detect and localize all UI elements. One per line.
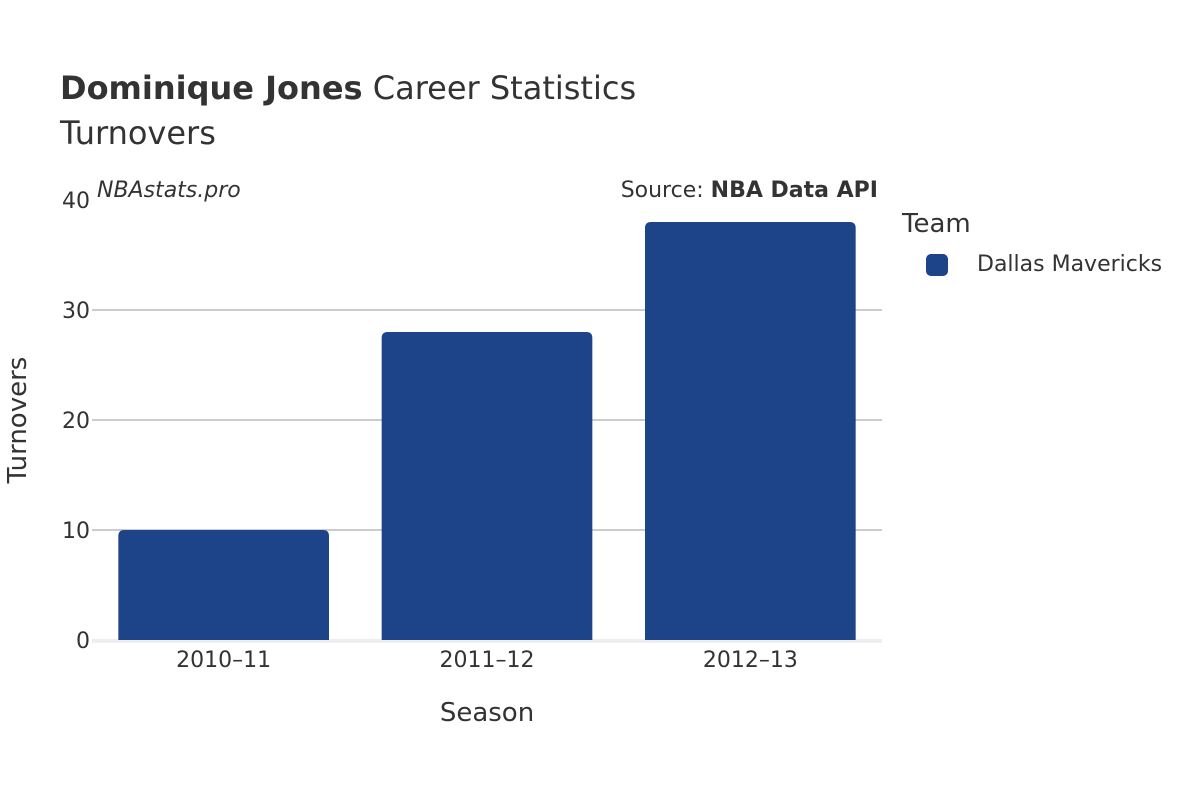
source-name: NBA Data API <box>710 178 878 203</box>
bar <box>645 222 856 640</box>
bar <box>381 332 593 640</box>
title-suffix: Career Statistics <box>362 69 637 107</box>
chart-title: Dominique Jones Career Statistics <box>60 68 636 108</box>
x-tick-label: 2010–11 <box>176 648 271 673</box>
x-tick-label: 2011–12 <box>440 648 535 673</box>
y-tick-label: 0 <box>76 629 90 654</box>
legend-swatch <box>926 253 948 276</box>
x-axis-title: Season <box>440 698 534 728</box>
y-tick-label: 20 <box>62 409 90 434</box>
player-name: Dominique Jones <box>60 69 363 107</box>
legend-title: Team <box>902 209 971 239</box>
y-axis-title: Turnovers <box>3 357 33 485</box>
legend-label: Dallas Mavericks <box>977 252 1163 277</box>
y-tick-label: 10 <box>62 519 90 544</box>
y-tick-label: 30 <box>62 299 90 324</box>
chart-subtitle: Turnovers <box>60 114 216 152</box>
watermark: NBAstats.pro <box>97 178 241 203</box>
source-credit: Source: NBA Data API <box>621 178 878 203</box>
y-tick-label: 40 <box>62 189 90 214</box>
x-tick-label: 2012–13 <box>703 648 798 673</box>
legend-item-dallas-mavericks[interactable]: Dallas Mavericks <box>926 252 1162 277</box>
bar <box>118 530 329 640</box>
source-prefix: Source: <box>620 178 711 203</box>
